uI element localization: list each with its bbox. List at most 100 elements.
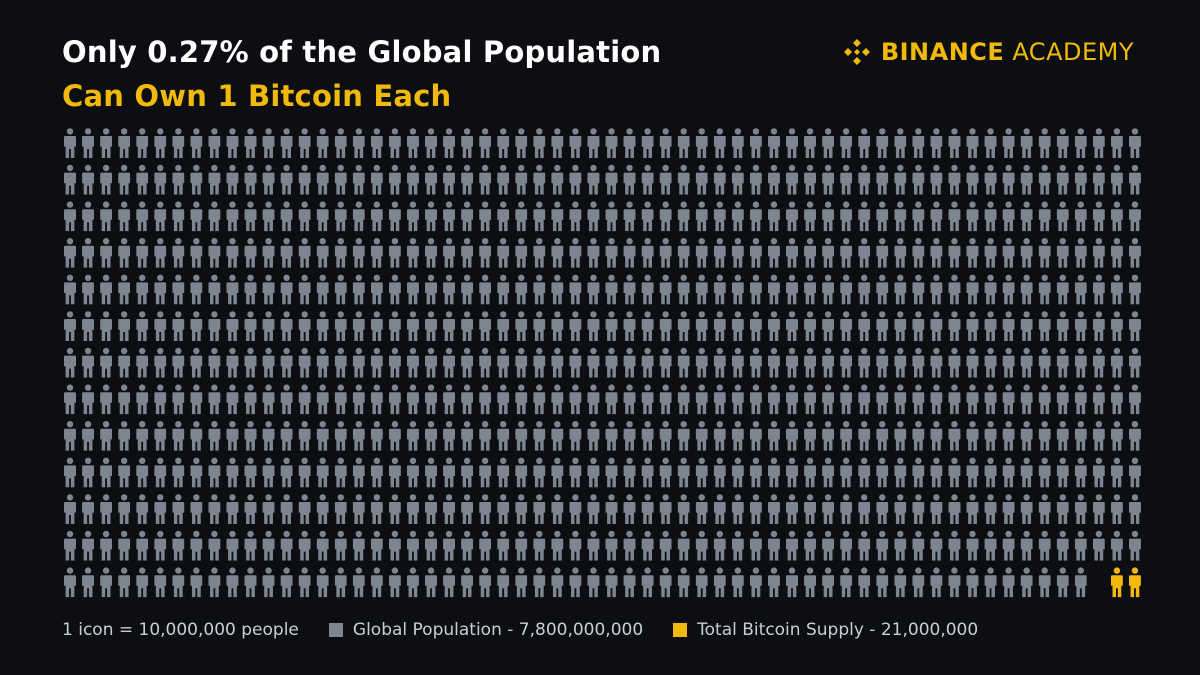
population-person-icon [749,128,762,158]
population-person-icon [172,201,185,232]
population-person-icon [623,128,636,158]
population-person-icon [840,311,853,341]
population-person-icon [406,494,419,524]
population-person-icon [190,201,203,232]
population-person-icon [695,494,708,524]
population-person-icon [1110,164,1123,195]
population-person-icon [551,238,564,268]
population-person-icon [912,238,925,268]
population-person-icon [208,530,221,561]
population-person-icon [226,164,239,195]
population-person-icon [587,201,600,232]
population-person-icon [749,201,762,232]
population-person-icon [1038,238,1051,268]
population-person-icon [262,164,275,195]
population-person-icon [172,128,185,158]
population-person-icon [984,421,997,451]
population-person-icon [208,201,221,232]
population-person-icon [533,201,546,232]
population-person-icon [370,494,383,524]
population-person-icon [352,311,365,341]
population-person-icon [840,384,853,415]
population-person-icon [966,494,979,524]
population-person-icon [767,201,780,232]
population-person-icon [731,347,744,378]
population-person-icon [316,384,329,415]
population-person-icon [461,238,474,268]
population-person-icon [388,238,401,268]
population-person-icon [334,494,347,524]
population-person-icon [804,311,817,341]
population-person-icon [749,457,762,488]
population-person-icon [1002,274,1015,305]
legend: 1 icon = 10,000,000 people Global Popula… [62,620,1008,640]
population-person-icon [551,494,564,524]
population-person-icon [226,311,239,341]
population-person-icon [443,421,456,451]
population-person-icon [352,457,365,488]
population-person-icon [136,238,149,268]
population-person-icon [695,128,708,158]
population-person-icon [749,274,762,305]
population-person-icon [1020,311,1033,341]
population-person-icon [858,274,871,305]
population-person-icon [1110,457,1123,488]
population-person-icon [1038,421,1051,451]
population-person-icon [208,274,221,305]
population-person-icon [154,311,167,341]
population-person-icon [858,421,871,451]
population-person-icon [894,567,907,598]
population-person-icon [731,128,744,158]
population-person-icon [1074,274,1087,305]
population-person-icon [1002,164,1015,195]
population-person-icon [623,311,636,341]
population-person-icon [100,530,113,561]
population-person-icon [497,384,510,415]
bitcoin-partial-person-icon [1092,594,1105,598]
population-person-icon [388,494,401,524]
chart-title: Only 0.27% of the Global Population Can … [62,30,661,118]
population-person-icon [244,421,257,451]
population-person-icon [118,457,131,488]
population-person-icon [208,238,221,268]
population-person-icon [100,347,113,378]
population-person-icon [244,347,257,378]
population-person-icon [100,567,113,598]
population-person-icon [1074,201,1087,232]
population-person-icon [1092,238,1105,268]
population-person-icon [316,238,329,268]
population-person-icon [948,530,961,561]
population-person-icon [479,238,492,268]
population-person-icon [641,274,654,305]
population-person-icon [641,347,654,378]
legend-population: Global Population - 7,800,000,000 [328,620,643,640]
title-line-2: Can Own 1 Bitcoin Each [62,79,452,113]
population-person-icon [64,421,76,451]
population-person-icon [641,421,654,451]
population-person-icon [641,384,654,415]
population-person-icon [316,421,329,451]
population-person-icon [1128,238,1141,268]
population-person-icon [244,128,257,158]
population-person-icon [1038,384,1051,415]
population-person-icon [461,274,474,305]
population-person-icon [966,274,979,305]
population-person-icon [334,128,347,158]
population-person-icon [677,421,690,451]
population-person-icon [370,421,383,451]
population-person-icon [876,128,889,158]
population-person-icon [695,201,708,232]
population-person-icon [497,530,510,561]
population-person-icon [912,530,925,561]
population-person-icon [858,238,871,268]
population-person-icon [1110,421,1123,451]
population-person-icon [767,311,780,341]
population-person-icon [172,421,185,451]
population-person-icon [1092,274,1105,305]
population-person-icon [244,384,257,415]
population-person-icon [1056,238,1069,268]
population-person-icon [659,457,672,488]
population-person-icon [443,384,456,415]
population-person-icon [244,530,257,561]
population-person-icon [1038,128,1051,158]
